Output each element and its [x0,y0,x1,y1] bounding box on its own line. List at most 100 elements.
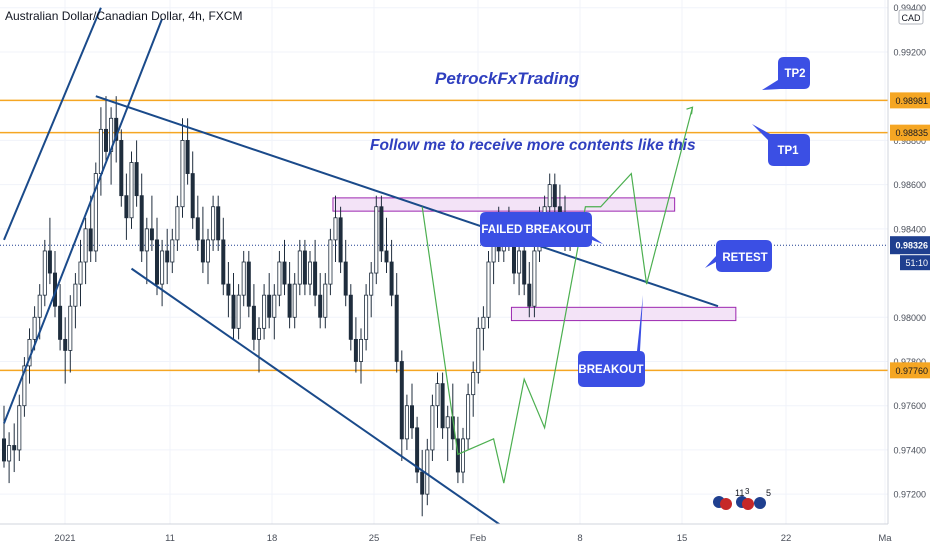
candle-body-31 [160,250,165,285]
candle-body-12 [63,338,68,351]
time-tick-5: 8 [577,533,582,544]
candle-body-84 [430,405,435,451]
retest-label-bg [705,240,772,272]
candle-body-89 [455,438,460,473]
level-tag-bg-2 [890,362,930,379]
candle-body-86 [440,383,445,429]
candle-body-0 [2,438,7,462]
candle-body-11 [58,305,63,340]
candle-body-80 [409,405,414,429]
candle-body-15 [78,261,83,285]
current-price-tag: 0.98326 [895,241,928,251]
candle-body-4 [22,365,27,407]
currency-label: CAD [901,13,921,23]
candle-body-60 [307,261,312,285]
symbol-title: Australian Dollar/Canadian Dollar, 4h, F… [5,9,242,23]
candle-body-45 [231,294,236,329]
candle-body-65 [333,217,338,241]
event-icons[interactable]: 11 3 5 [713,487,771,510]
failed-breakout-callout: FAILED BREAKOUT [480,212,603,247]
time-tick-6: 15 [677,533,688,544]
canada-flag-icon[interactable] [720,498,732,510]
candle-body-81 [415,427,420,473]
candle-body-28 [144,228,149,252]
tp2-label: TP2 [784,68,805,80]
brand-annotation: PetrockFxTrading [435,69,580,88]
candle-body-55 [282,261,287,285]
candle-body-75 [384,250,389,263]
candle-body-69 [353,338,358,362]
candle-body-48 [246,261,251,307]
candle-body-103 [527,283,532,307]
countdown-tag-bg [900,255,930,271]
lower-zone [510,306,737,322]
candle-body-35 [180,139,185,208]
candle-body-34 [175,206,180,241]
price-tick-0: 0.99400 [893,3,926,13]
candle-body-64 [328,239,333,285]
candle-body-92 [471,372,476,396]
candle-body-19 [98,128,103,174]
tp2-callout: TP2 [762,57,810,90]
candle-body-61 [313,261,318,296]
price-tick-6: 0.97800 [893,357,926,367]
australia-flag-icon-3[interactable] [754,497,766,509]
candle-body-59 [302,250,307,285]
candle-body-94 [481,316,486,329]
price-tick-7: 0.97600 [893,401,926,411]
projection-layer [421,106,694,484]
retest-label: RETEST [722,252,767,264]
candle-body-91 [466,394,471,440]
candle-body-93 [476,327,481,373]
time-tick-0: 2021 [54,533,75,544]
candle-body-74 [379,206,384,252]
candle-body-17 [88,228,93,252]
candle-body-9 [47,250,52,274]
candle-body-68 [348,294,353,340]
candle-body-3 [17,405,22,451]
candle-body-16 [83,228,88,263]
zones-layer [332,197,737,322]
candle-body-40 [205,239,210,263]
canada-flag-icon-2[interactable] [742,498,754,510]
tp1-callout: TP1 [752,124,810,166]
time-axis-ticks[interactable]: 2021 11 18 25 Feb 8 15 22 Ma [54,533,892,544]
candle-body-50 [256,327,261,340]
candle-body-87 [445,416,450,429]
candle-body-83 [425,449,430,495]
time-tick-7: 22 [781,533,792,544]
candle-body-25 [129,162,134,219]
event-count-2: 5 [766,488,771,498]
level-tag-bg-1 [890,124,930,141]
candle-body-20 [104,128,109,152]
time-tick-8: Ma [878,533,892,544]
level-tag-2: 0.97760 [895,366,928,376]
candle-body-90 [460,438,465,473]
candles-layer [2,96,573,517]
candle-body-26 [134,162,139,197]
price-tick-2: 0.98800 [893,136,926,146]
level-tag-0: 0.98981 [895,96,928,106]
retest-callout: RETEST [705,240,772,272]
price-tick-1: 0.99200 [893,47,926,57]
failed-breakout-label: FAILED BREAKOUT [481,224,590,236]
candle-body-79 [404,405,409,440]
price-axis-ticks[interactable]: 0.99400 0.99200 0.98800 0.98600 0.98400 0.980… [893,3,926,499]
breakout-callout: BREAKOUT [578,295,645,387]
candle-body-76 [389,261,394,296]
candle-body-29 [149,228,154,241]
currency-box [898,9,924,25]
candle-body-13 [68,305,73,351]
candle-body-70 [358,338,363,362]
candle-body-66 [338,217,343,263]
projection-path [421,107,694,484]
candle-body-85 [435,383,440,407]
event-count-1-sup: 3 [745,487,750,496]
candle-body-63 [323,283,328,318]
candle-body-47 [241,261,246,296]
candle-body-36 [185,139,190,174]
candle-body-7 [37,294,42,318]
candle-body-95 [486,261,491,318]
ascending-2 [3,18,164,424]
